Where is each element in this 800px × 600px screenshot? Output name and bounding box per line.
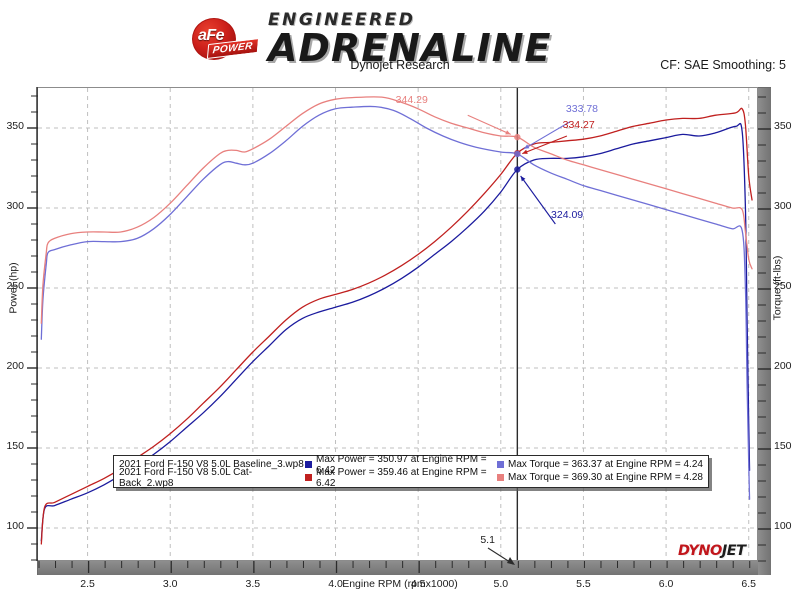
plot-area	[37, 87, 758, 561]
y-axis-tick-label: 200	[6, 360, 24, 372]
plot-canvas	[38, 88, 757, 560]
brand-engineered-text: ENGINEERED	[268, 10, 416, 30]
y-axis-tick-label: 250	[6, 280, 24, 292]
legend-max-torque: Max Torque = 369.30 at Engine RPM = 4.28	[497, 472, 703, 483]
legend-swatch-torque	[497, 461, 504, 468]
brand-block: aFe POWER ENGINEERED ADRENALINE	[190, 10, 552, 70]
y-axis-tick-label: 100	[6, 520, 24, 532]
correction-factor-note: CF: SAE Smoothing: 5	[660, 58, 786, 72]
y-axis-ticks	[27, 87, 38, 561]
y2-axis-ticks	[758, 96, 771, 562]
x-axis-tick-label: 3.0	[162, 578, 178, 590]
x-axis-tick-label: 2.5	[80, 578, 95, 590]
y2-axis-tick-label: 300	[774, 200, 792, 212]
x-axis-tick-label: 3.5	[245, 578, 261, 590]
brand-title-wrap: ENGINEERED ADRENALINE	[268, 10, 552, 70]
afe-power-logo-icon: aFe POWER	[190, 17, 262, 61]
y2-axis-tick-label: 150	[774, 440, 792, 452]
x-axis-tick-label: 4.5	[410, 578, 426, 590]
y-axis-tick-label: 150	[6, 440, 24, 452]
afe-logo-text: aFe	[198, 27, 225, 45]
legend-row: 2021 Ford F-150 V8 5.0L Cat-Back_2.wp8 M…	[119, 467, 703, 489]
legend-max-power: Max Power = 350.97 at Engine RPM = 6.42	[305, 454, 497, 476]
legend-max-torque-text: Max Torque = 369.30 at Engine RPM = 4.28	[508, 472, 703, 483]
cursor-annotation-value: 333.78	[565, 102, 599, 115]
legend-swatch-torque	[497, 474, 504, 481]
dynojet-watermark-jet: JET	[721, 543, 746, 559]
brand-adrenaline-text: ADRENALINE	[268, 26, 552, 70]
chart-frame: 100 150 200 250 300 350 100 150 200 250 300 350 2.…	[0, 86, 800, 600]
legend-swatch-power	[305, 461, 312, 468]
y2-axis-tick-label: 250	[774, 280, 792, 292]
cursor-rpm-label: 5.1	[480, 534, 495, 546]
legend-swatch-power	[305, 474, 312, 481]
legend-max-power-text: Max Power = 350.97 at Engine RPM = 6.42	[316, 453, 487, 476]
y2-axis-bar	[758, 87, 771, 575]
x-axis-title: Engine RPM (rpmx1000)	[342, 578, 458, 590]
y2-axis-tick-label: 200	[774, 360, 792, 372]
x-axis-tick-label: 6.0	[658, 578, 674, 590]
legend-file-name: 2021 Ford F-150 V8 5.0L Cat-Back_2.wp8	[119, 466, 253, 489]
y2-axis-title: Torque (ft-lbs)	[771, 255, 784, 321]
x-axis-tick-label: 6.5	[741, 578, 757, 590]
series-legend[interactable]: 2021 Ford F-150 V8 5.0L Baseline_3.wp8 M…	[113, 454, 709, 489]
legend-max-torque: Max Torque = 363.37 at Engine RPM = 4.24	[497, 459, 703, 470]
cursor-annotation-value: 344.29	[395, 94, 428, 107]
x-axis-bar	[37, 561, 759, 575]
y2-axis-tick-label: 100	[774, 520, 792, 532]
x-axis-tick-label: 4.0	[328, 578, 343, 590]
y-axis-tick-label: 350	[6, 120, 24, 132]
y-axis-title: Power (hp)	[7, 262, 20, 314]
x-axis-ticks	[38, 561, 751, 573]
legend-max-torque-text: Max Torque = 363.37 at Engine RPM = 4.24	[508, 459, 703, 470]
dynojet-watermark-dyno: DYNO	[678, 543, 722, 559]
cursor-annotation-value: 324.09	[551, 209, 584, 221]
y-axis-tick-label: 300	[6, 200, 24, 212]
chart-header: aFe POWER ENGINEERED ADRENALINE Dynojet …	[0, 0, 800, 86]
x-axis-tick-label: 5.0	[493, 578, 509, 590]
legend-file-name: 2021 Ford F-150 V8 5.0L Baseline_3.wp8	[119, 459, 304, 470]
legend-row: 2021 Ford F-150 V8 5.0L Baseline_3.wp8 M…	[119, 454, 703, 476]
y2-axis-tick-label: 350	[774, 120, 792, 132]
x-axis-tick-label: 5.5	[576, 578, 591, 590]
legend-max-power: Max Power = 359.46 at Engine RPM = 6.42	[305, 467, 497, 489]
cursor-annotation-value: 334.27	[562, 119, 595, 131]
chart-subtitle: Dynojet Research	[350, 58, 450, 72]
legend-max-power-text: Max Power = 359.46 at Engine RPM = 6.42	[316, 466, 487, 489]
dynojet-watermark: DYNOJET	[678, 543, 746, 559]
